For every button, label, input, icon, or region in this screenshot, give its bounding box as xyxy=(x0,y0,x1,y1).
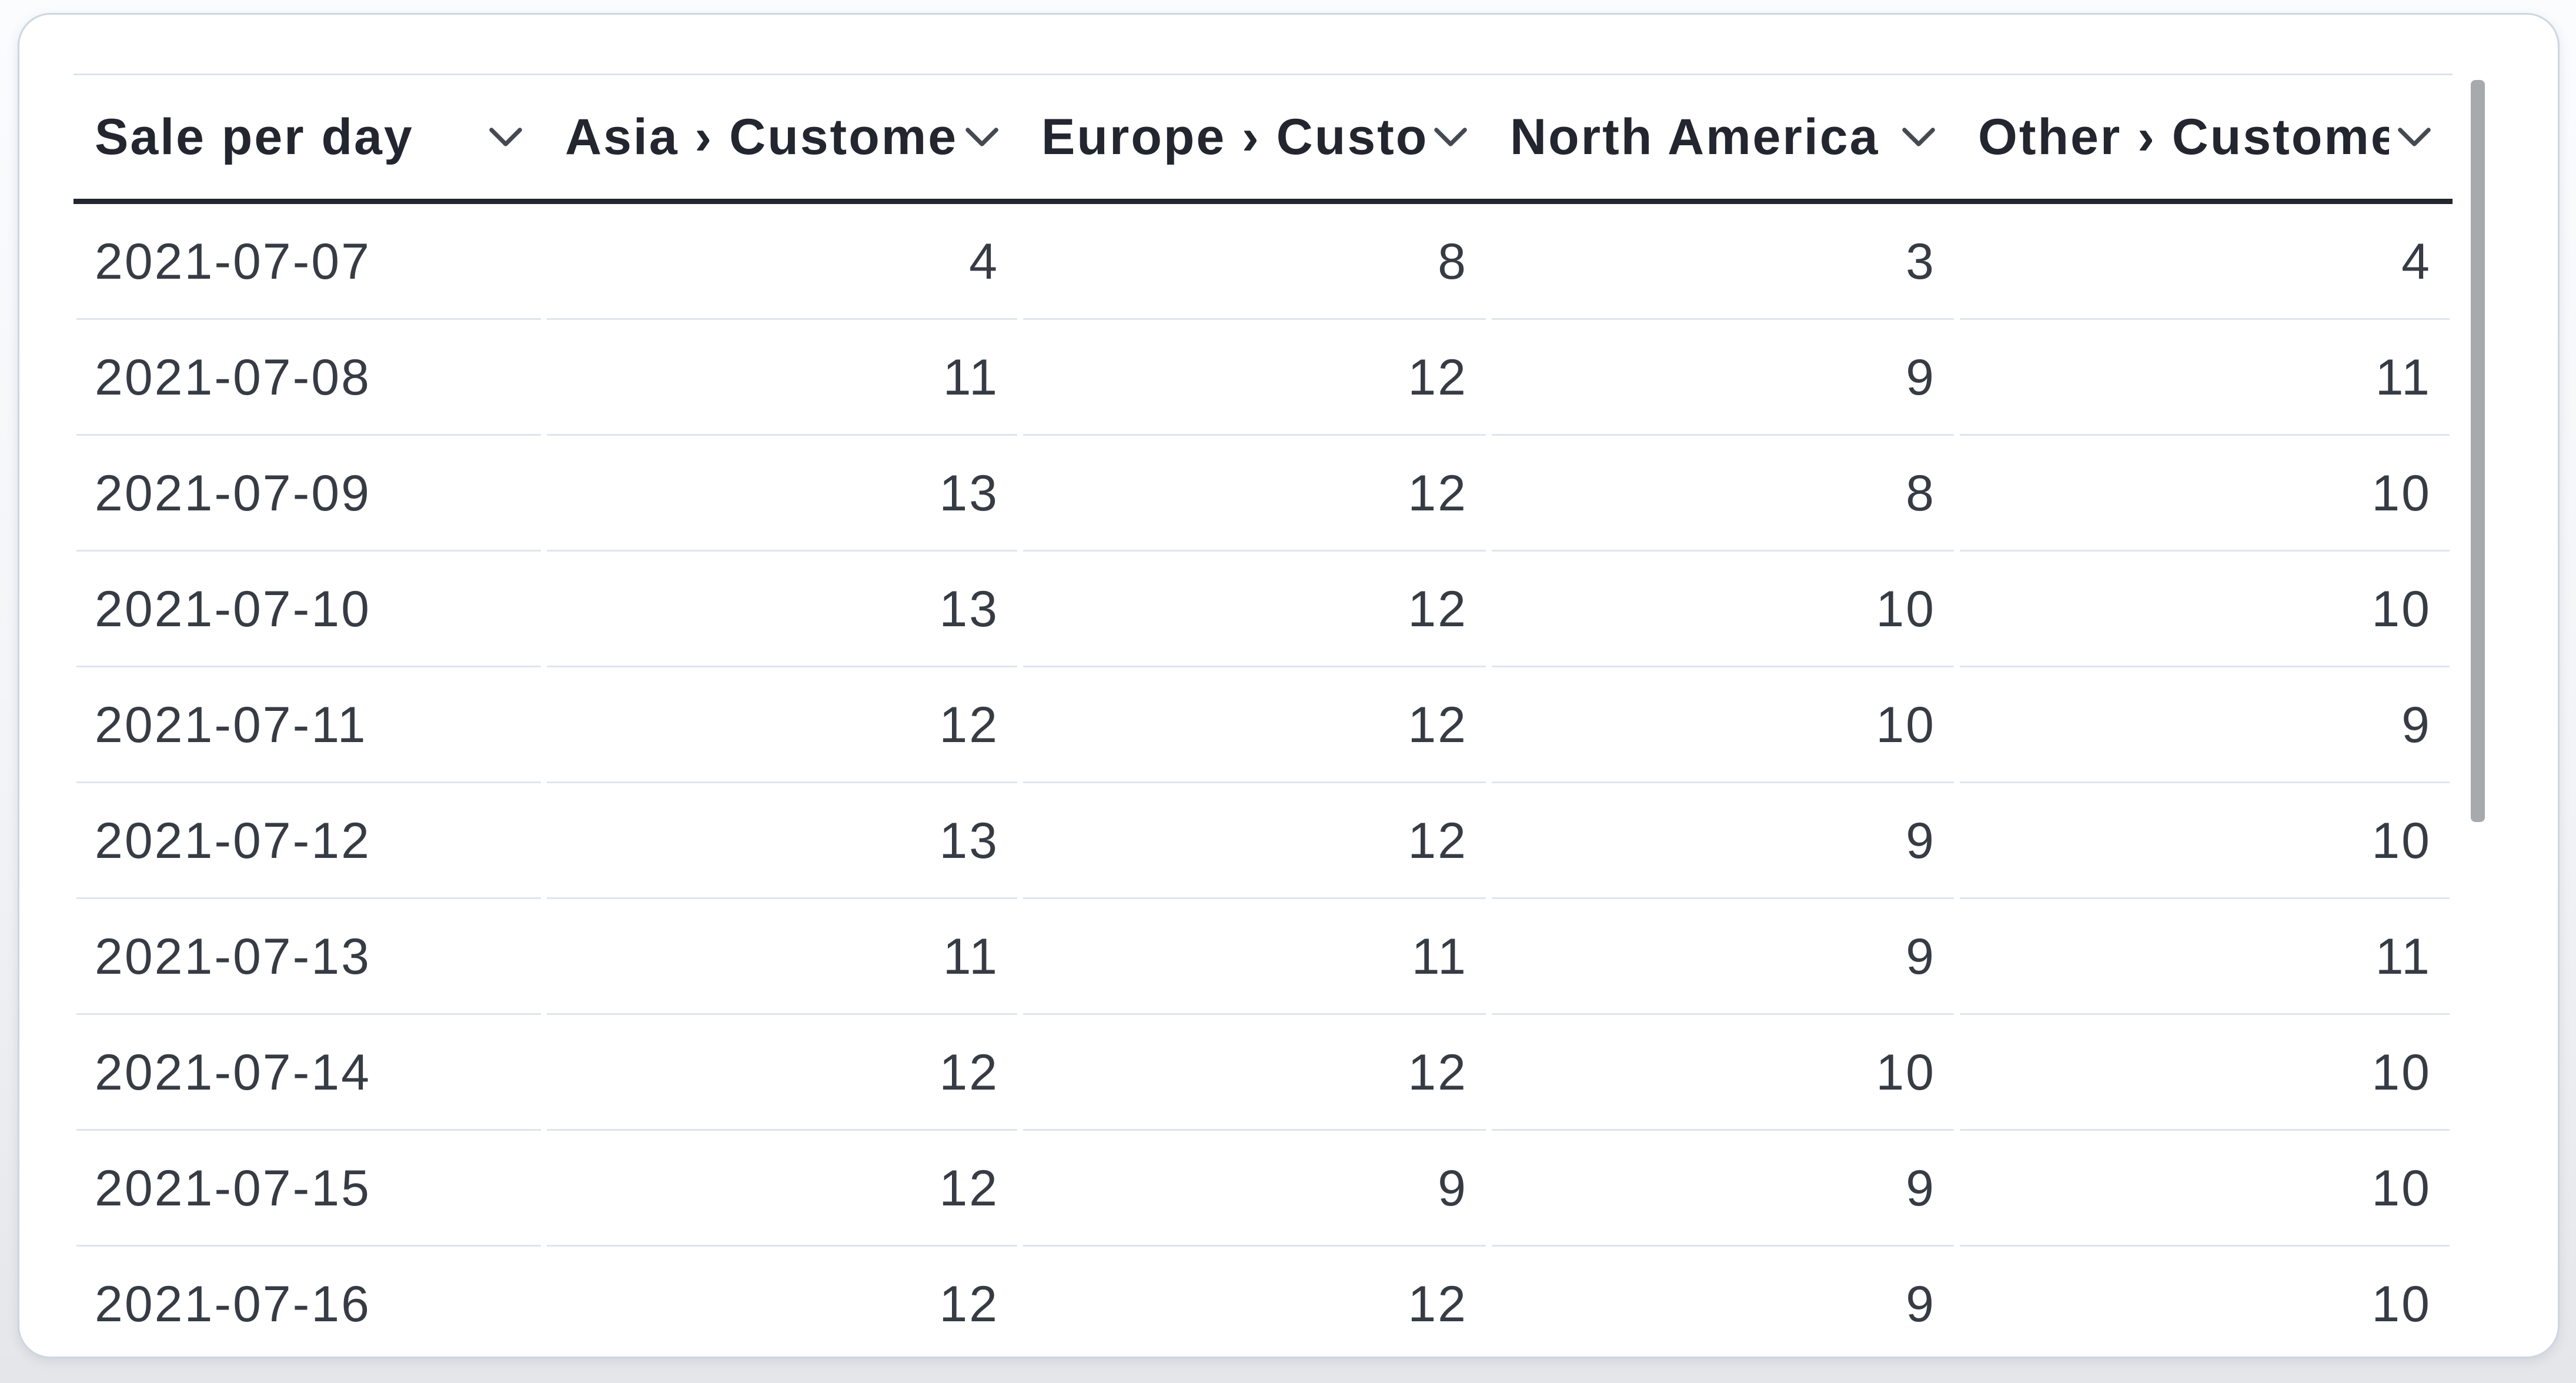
table-row: 2021-07-08 11 12 9 11 xyxy=(73,320,2453,436)
date-cell[interactable]: 2021-07-09 xyxy=(73,436,544,552)
value-cell[interactable]: 9 xyxy=(1489,320,1957,436)
value-cell[interactable]: 12 xyxy=(544,1247,1020,1357)
value-cell[interactable]: 9 xyxy=(1489,1247,1957,1357)
value-cell[interactable]: 9 xyxy=(1489,899,1957,1015)
value-cell[interactable]: 12 xyxy=(544,1015,1020,1131)
value-cell[interactable]: 12 xyxy=(1020,667,1489,783)
value-cell[interactable]: 4 xyxy=(544,201,1020,320)
value-cell[interactable]: 10 xyxy=(1957,1015,2453,1131)
table-row: 2021-07-09 13 12 8 10 xyxy=(73,436,2453,552)
value-cell[interactable]: 13 xyxy=(544,783,1020,899)
value-cell[interactable]: 12 xyxy=(1020,1015,1489,1131)
column-header-content: Europe › Customers xyxy=(1041,108,1468,166)
date-cell[interactable]: 2021-07-12 xyxy=(73,783,544,899)
date-cell[interactable]: 2021-07-15 xyxy=(73,1131,544,1247)
table-row: 2021-07-13 11 11 9 11 xyxy=(73,899,2453,1015)
vertical-scrollbar-thumb[interactable] xyxy=(2471,80,2485,822)
value-cell[interactable]: 11 xyxy=(544,899,1020,1015)
value-cell[interactable]: 3 xyxy=(1489,201,1957,320)
value-cell[interactable]: 12 xyxy=(1020,552,1489,667)
date-cell[interactable]: 2021-07-10 xyxy=(73,552,544,667)
table-row: 2021-07-16 12 12 9 10 xyxy=(73,1247,2453,1357)
value-cell[interactable]: 10 xyxy=(1489,1015,1957,1131)
value-cell[interactable]: 9 xyxy=(1489,1131,1957,1247)
date-cell[interactable]: 2021-07-08 xyxy=(73,320,544,436)
value-cell[interactable]: 13 xyxy=(544,436,1020,552)
chevron-down-icon xyxy=(1902,128,1935,146)
data-table: Sale per day Asia › Customers Europe › Cus… xyxy=(73,74,2453,1357)
date-cell[interactable]: 2021-07-16 xyxy=(73,1247,544,1357)
table-card: Sale per day Asia › Customers Europe › Cus… xyxy=(18,13,2560,1358)
table-row: 2021-07-07 4 8 3 4 xyxy=(73,201,2453,320)
column-header-label: Sale per day xyxy=(95,108,414,165)
value-cell[interactable]: 8 xyxy=(1020,201,1489,320)
column-header-content: Asia › Customers xyxy=(565,108,999,166)
value-cell[interactable]: 11 xyxy=(1020,899,1489,1015)
column-header-content: Sale per day xyxy=(95,108,523,166)
table-row: 2021-07-14 12 12 10 10 xyxy=(73,1015,2453,1131)
column-header-label: North America › Customers xyxy=(1510,108,1893,165)
value-cell[interactable]: 12 xyxy=(1020,1247,1489,1357)
value-cell[interactable]: 12 xyxy=(544,1131,1020,1247)
chevron-down-icon xyxy=(489,128,522,146)
value-cell[interactable]: 11 xyxy=(544,320,1020,436)
table-row: 2021-07-15 12 9 9 10 xyxy=(73,1131,2453,1247)
value-cell[interactable]: 10 xyxy=(1957,552,2453,667)
table-row: 2021-07-11 12 12 10 9 xyxy=(73,667,2453,783)
value-cell[interactable]: 12 xyxy=(1020,436,1489,552)
column-header-label: Other › Customers xyxy=(1978,108,2389,165)
value-cell[interactable]: 12 xyxy=(1020,783,1489,899)
table-row: 2021-07-12 13 12 9 10 xyxy=(73,783,2453,899)
value-cell[interactable]: 9 xyxy=(1957,667,2453,783)
date-cell[interactable]: 2021-07-07 xyxy=(73,201,544,320)
chevron-down-icon xyxy=(2398,128,2431,146)
value-cell[interactable]: 11 xyxy=(1957,320,2453,436)
column-header-sale-per-day[interactable]: Sale per day xyxy=(73,74,544,204)
value-cell[interactable]: 4 xyxy=(1957,201,2453,320)
value-cell[interactable]: 8 xyxy=(1489,436,1957,552)
column-header-asia-customers[interactable]: Asia › Customers xyxy=(544,74,1020,204)
column-header-content: North America › Customers xyxy=(1510,108,1936,166)
table-body: 2021-07-07 4 8 3 4 2021-07-08 11 12 9 11 2021-07-0… xyxy=(73,201,2453,1357)
column-header-other-customers[interactable]: Other › Customers xyxy=(1957,74,2453,204)
column-header-label: Asia › Customers xyxy=(565,108,957,165)
value-cell[interactable]: 10 xyxy=(1957,783,2453,899)
value-cell[interactable]: 11 xyxy=(1957,899,2453,1015)
value-cell[interactable]: 13 xyxy=(544,552,1020,667)
value-cell[interactable]: 10 xyxy=(1489,552,1957,667)
date-cell[interactable]: 2021-07-14 xyxy=(73,1015,544,1131)
column-header-label: Europe › Customers xyxy=(1041,108,1425,165)
header-row: Sale per day Asia › Customers Europe › Cus… xyxy=(73,74,2453,204)
column-header-europe-customers[interactable]: Europe › Customers xyxy=(1020,74,1489,204)
table-scroll-area: Sale per day Asia › Customers Europe › Cus… xyxy=(73,74,2453,1357)
date-cell[interactable]: 2021-07-13 xyxy=(73,899,544,1015)
date-cell[interactable]: 2021-07-11 xyxy=(73,667,544,783)
value-cell[interactable]: 12 xyxy=(544,667,1020,783)
chevron-down-icon xyxy=(965,128,998,146)
value-cell[interactable]: 9 xyxy=(1020,1131,1489,1247)
column-header-content: Other › Customers xyxy=(1978,108,2431,166)
value-cell[interactable]: 9 xyxy=(1489,783,1957,899)
value-cell[interactable]: 10 xyxy=(1957,436,2453,552)
table-row: 2021-07-10 13 12 10 10 xyxy=(73,552,2453,667)
value-cell[interactable]: 10 xyxy=(1489,667,1957,783)
value-cell[interactable]: 10 xyxy=(1957,1131,2453,1247)
table-header: Sale per day Asia › Customers Europe › Cus… xyxy=(73,74,2453,204)
column-header-north-america-customers[interactable]: North America › Customers xyxy=(1489,74,1957,204)
value-cell[interactable]: 10 xyxy=(1957,1247,2453,1357)
value-cell[interactable]: 12 xyxy=(1020,320,1489,436)
chevron-down-icon xyxy=(1434,128,1467,146)
